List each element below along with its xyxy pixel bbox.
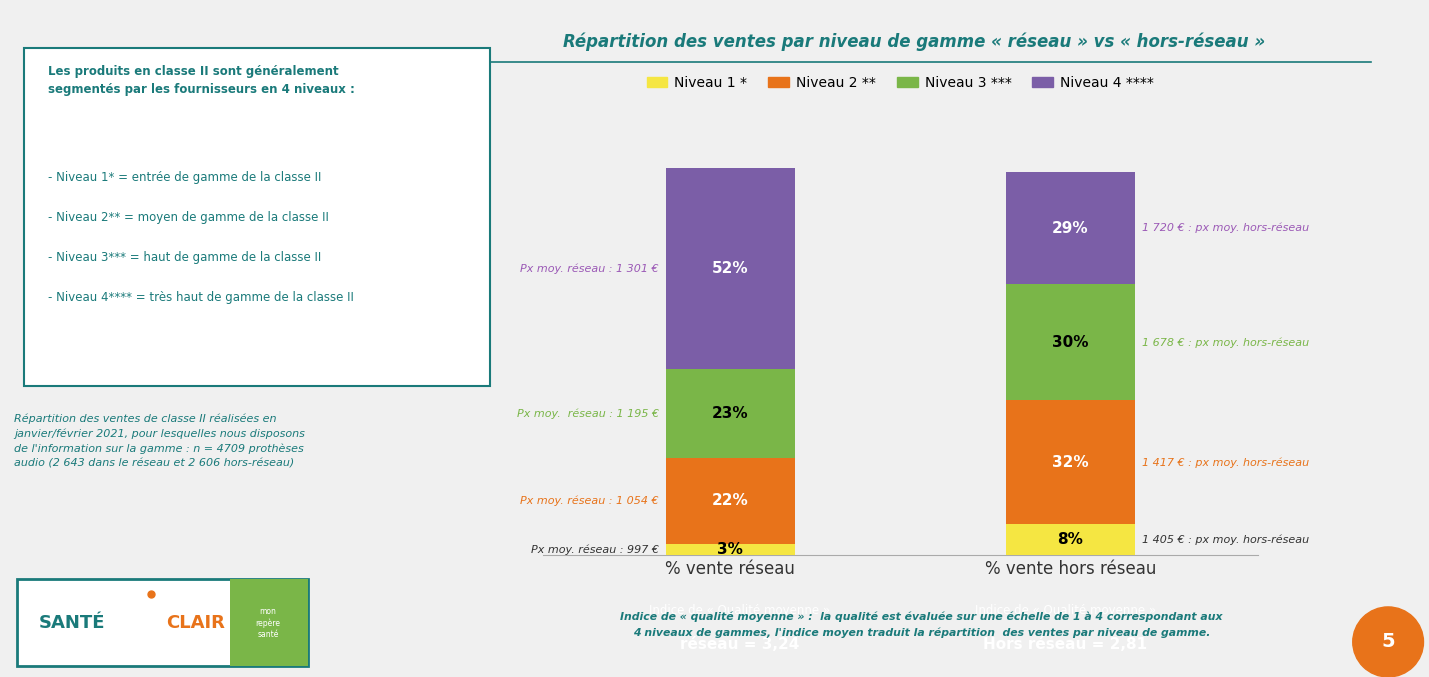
Text: réseau = 3,24: réseau = 3,24 xyxy=(680,637,799,652)
Circle shape xyxy=(1353,607,1423,677)
Text: CLAIR: CLAIR xyxy=(166,614,224,632)
Text: Indice de « Qualité moyenne »: Indice de « Qualité moyenne » xyxy=(975,605,1156,617)
Bar xyxy=(1006,524,1135,555)
Text: Px moy. réseau : 997 €: Px moy. réseau : 997 € xyxy=(530,544,659,554)
Text: Px moy. réseau : 1 301 €: Px moy. réseau : 1 301 € xyxy=(520,263,659,274)
Text: Les produits en classe II sont généralement
segmentés par les fournisseurs en 4 : Les produits en classe II sont généralem… xyxy=(49,65,356,96)
Text: Hors réseau = 2,81: Hors réseau = 2,81 xyxy=(983,637,1147,652)
Text: 29%: 29% xyxy=(1052,221,1089,236)
FancyBboxPatch shape xyxy=(230,580,309,666)
Bar xyxy=(666,458,795,544)
Bar xyxy=(1006,172,1135,284)
Text: 52%: 52% xyxy=(712,261,749,276)
Text: Répartition des ventes de classe II réalisées en
janvier/février 2021, pour lesq: Répartition des ventes de classe II réal… xyxy=(14,414,306,469)
Text: Indice de « Qualité moyenne »: Indice de « Qualité moyenne » xyxy=(649,605,830,617)
Text: 1 417 € : px moy. hors-réseau: 1 417 € : px moy. hors-réseau xyxy=(1142,457,1309,468)
Text: Px moy. réseau : 1 054 €: Px moy. réseau : 1 054 € xyxy=(520,496,659,506)
Text: mon
repère
santé: mon repère santé xyxy=(256,607,280,639)
FancyBboxPatch shape xyxy=(24,47,490,386)
Text: SANTÉ: SANTÉ xyxy=(39,614,104,632)
Bar xyxy=(666,544,795,555)
Bar xyxy=(666,370,795,458)
Text: Répartition des ventes par niveau de gamme « réseau » vs « hors-réseau »: Répartition des ventes par niveau de gam… xyxy=(563,32,1266,51)
Text: Indice de « qualité moyenne » :  la qualité est évaluée sur une échelle de 1 à 4: Indice de « qualité moyenne » : la quali… xyxy=(620,612,1223,638)
Text: 23%: 23% xyxy=(712,406,749,422)
Text: 1 405 € : px moy. hors-réseau: 1 405 € : px moy. hors-réseau xyxy=(1142,534,1309,545)
Text: 1 720 € : px moy. hors-réseau: 1 720 € : px moy. hors-réseau xyxy=(1142,223,1309,234)
Text: 32%: 32% xyxy=(1052,455,1089,470)
Text: 8%: 8% xyxy=(1057,532,1083,547)
Text: 3%: 3% xyxy=(717,542,743,557)
Bar xyxy=(666,169,795,370)
Bar xyxy=(1006,284,1135,400)
Text: Px moy.  réseau : 1 195 €: Px moy. réseau : 1 195 € xyxy=(516,409,659,419)
Text: - Niveau 1* = entrée de gamme de la classe II

- Niveau 2** = moyen de gamme de : - Niveau 1* = entrée de gamme de la clas… xyxy=(49,171,354,304)
FancyBboxPatch shape xyxy=(17,580,309,666)
Text: 1 678 € : px moy. hors-réseau: 1 678 € : px moy. hors-réseau xyxy=(1142,337,1309,347)
Legend: Niveau 1 *, Niveau 2 **, Niveau 3 ***, Niveau 4 ****: Niveau 1 *, Niveau 2 **, Niveau 3 ***, N… xyxy=(642,70,1159,95)
Text: 5: 5 xyxy=(1382,632,1395,651)
Text: 30%: 30% xyxy=(1052,335,1089,350)
Bar xyxy=(1006,400,1135,524)
Text: 22%: 22% xyxy=(712,494,749,508)
